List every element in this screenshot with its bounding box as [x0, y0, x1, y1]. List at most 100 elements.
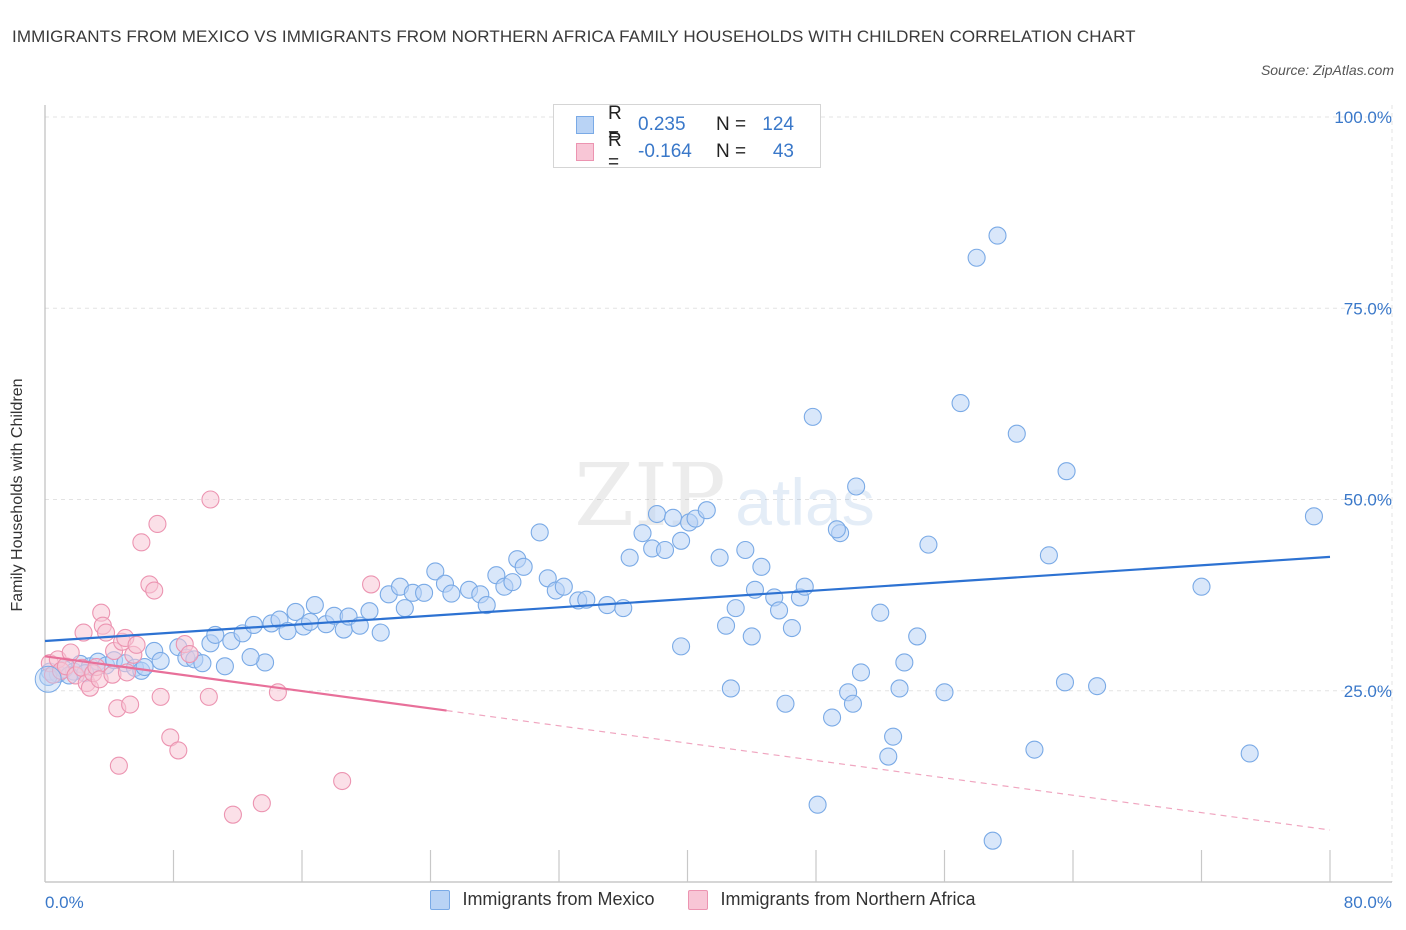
- watermark-atlas: atlas: [735, 465, 874, 539]
- y-tick-label: 25.0%: [1344, 682, 1392, 701]
- data-point: [148, 514, 167, 534]
- n-label: N =: [716, 114, 747, 135]
- data-point: [241, 648, 260, 667]
- trend-lines: [44, 555, 1331, 831]
- data-point: [300, 612, 320, 631]
- stats-legend: R = 0.235 N = 124 R = -0.164 N = 43: [553, 103, 821, 173]
- data-point: [1025, 740, 1044, 759]
- data-point: [109, 756, 128, 775]
- data-point: [736, 540, 755, 560]
- data-point: [710, 548, 729, 567]
- data-point: [415, 583, 434, 602]
- x-tick-label: 0.0%: [45, 893, 84, 912]
- data-point: [908, 627, 927, 646]
- data-point: [633, 524, 652, 543]
- data-point: [577, 590, 596, 609]
- data-point: [884, 727, 903, 746]
- y-tick-label: 75.0%: [1344, 299, 1392, 318]
- r-label: R =: [608, 130, 622, 173]
- northern-africa-swatch: [576, 143, 594, 161]
- data-point: [395, 599, 414, 618]
- mexico-swatch: [576, 116, 594, 134]
- data-point: [1192, 577, 1211, 596]
- data-point: [879, 747, 898, 766]
- data-point: [132, 533, 151, 552]
- data-point: [151, 651, 170, 670]
- data-point: [655, 540, 675, 560]
- data-point: [726, 599, 745, 618]
- data-point: [554, 577, 573, 596]
- data-point: [530, 523, 549, 542]
- x-tick-label: 80.0%: [1344, 893, 1392, 912]
- watermark: ZIP atlas: [574, 446, 875, 546]
- data-point: [1304, 507, 1323, 526]
- y-tick-label: 100.0%: [1334, 108, 1392, 127]
- n-value: 43: [772, 141, 794, 162]
- stats-row-northern-africa: R = -0.164 N = 43: [576, 130, 794, 173]
- data-point: [935, 683, 954, 702]
- chart-title: IMMIGRANTS FROM MEXICO VS IMMIGRANTS FRO…: [12, 27, 1136, 46]
- trend-line-extension: [446, 709, 1331, 831]
- northern-africa-swatch: [688, 889, 709, 910]
- data-point: [223, 805, 242, 824]
- data-point: [193, 654, 212, 673]
- data-point: [672, 531, 691, 550]
- data-point: [514, 557, 533, 576]
- stats-row-mexico: R = 0.235 N = 124: [576, 103, 794, 146]
- data-point: [96, 623, 116, 642]
- trend-line: [44, 655, 447, 712]
- data-point: [988, 226, 1007, 245]
- legend-item-mexico[interactable]: Immigrants from Mexico: [430, 889, 654, 910]
- data-point: [286, 602, 305, 622]
- data-point: [843, 694, 862, 713]
- data-point: [1088, 677, 1107, 696]
- data-point: [244, 615, 263, 635]
- series-0: [39, 226, 1323, 850]
- data-point: [782, 618, 801, 638]
- series-legend: Immigrants from Mexico Immigrants from N…: [0, 889, 1406, 910]
- data-point: [360, 602, 379, 621]
- legend-item-northern-africa[interactable]: Immigrants from Northern Africa: [688, 889, 976, 910]
- data-point: [252, 794, 271, 813]
- data-point: [983, 831, 1002, 850]
- data-point: [503, 573, 522, 592]
- y-tick-label: 50.0%: [1344, 491, 1392, 510]
- data-point: [169, 741, 188, 760]
- r-label: R =: [608, 103, 622, 146]
- data-point: [742, 627, 761, 646]
- data-point: [371, 623, 390, 642]
- data-point: [663, 508, 683, 527]
- data-point: [201, 490, 220, 509]
- n-value: 124: [762, 114, 794, 135]
- data-point: [127, 635, 146, 654]
- n-label: N =: [716, 141, 747, 162]
- data-point: [967, 248, 986, 267]
- data-point: [803, 407, 822, 426]
- data-point: [477, 596, 496, 615]
- series-1: [40, 490, 381, 824]
- data-point: [199, 687, 218, 706]
- data-point: [362, 575, 381, 594]
- data-point: [776, 694, 795, 713]
- data-point: [647, 504, 667, 524]
- data-point: [180, 644, 199, 664]
- data-point: [808, 795, 827, 814]
- data-point: [305, 596, 324, 615]
- data-point: [1240, 744, 1259, 763]
- data-point: [215, 657, 234, 676]
- data-point-cluster: [34, 665, 62, 693]
- data-point: [716, 616, 736, 635]
- data-point: [721, 679, 740, 698]
- data-point: [752, 557, 771, 576]
- data-point: [442, 584, 461, 603]
- data-point: [161, 728, 180, 747]
- data-point: [823, 708, 842, 727]
- data-point: [871, 603, 890, 622]
- data-point: [333, 771, 352, 791]
- data-point: [895, 653, 914, 672]
- data-point: [121, 695, 140, 714]
- data-point: [1055, 673, 1075, 692]
- trend-line: [44, 555, 1331, 643]
- data-point: [951, 394, 970, 413]
- data-point: [697, 501, 716, 520]
